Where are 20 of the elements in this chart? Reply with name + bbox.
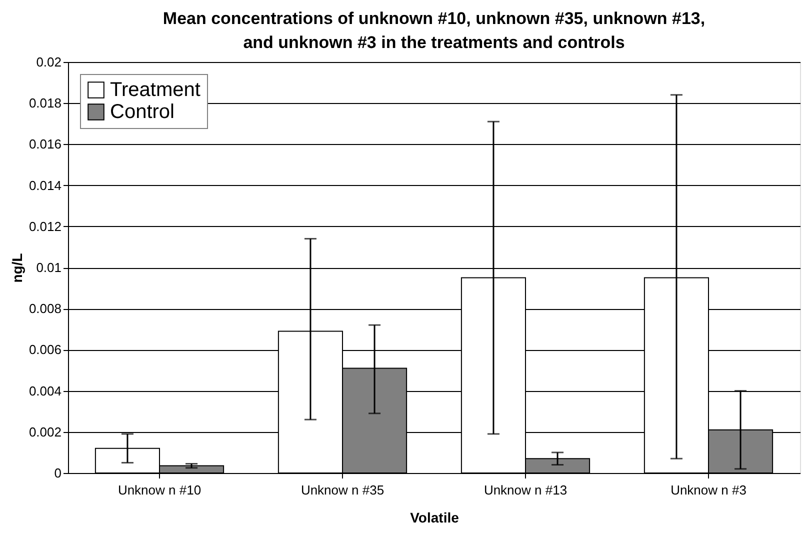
y-tick-label: 0.004 (28, 383, 62, 398)
y-tick-label: 0.02 (36, 54, 62, 70)
y-tick-label: 0 (54, 466, 62, 480)
x-tick-label: Unknow n #3 (670, 482, 746, 498)
x-tick-label: Unknow n #35 (300, 482, 384, 498)
y-tick-label: 0.002 (28, 424, 62, 440)
y-tick-label: 0.008 (28, 301, 62, 316)
x-axis-title: Volatile (410, 510, 460, 526)
y-tick-label: 0.014 (28, 178, 62, 193)
y-axis-title: ng/L (8, 252, 25, 283)
y-tick-label: 0.012 (28, 218, 62, 234)
y-tick-label: 0.006 (28, 342, 62, 358)
chart-title: Mean concentrations of unknown #10, unknown #35, unknown #13, and unknown #3 in the treatments and controls (162, 9, 706, 52)
y-tick-label: 0.018 (28, 96, 62, 111)
legend-label: Control (110, 101, 174, 123)
legend-label: Treatment (110, 79, 201, 101)
y-tick-label: 0.016 (28, 136, 62, 152)
y-tick-label: 0.01 (36, 260, 62, 275)
x-tick-label: Unknow n #10 (118, 482, 202, 498)
x-tick-label: Unknow n #13 (484, 482, 568, 498)
